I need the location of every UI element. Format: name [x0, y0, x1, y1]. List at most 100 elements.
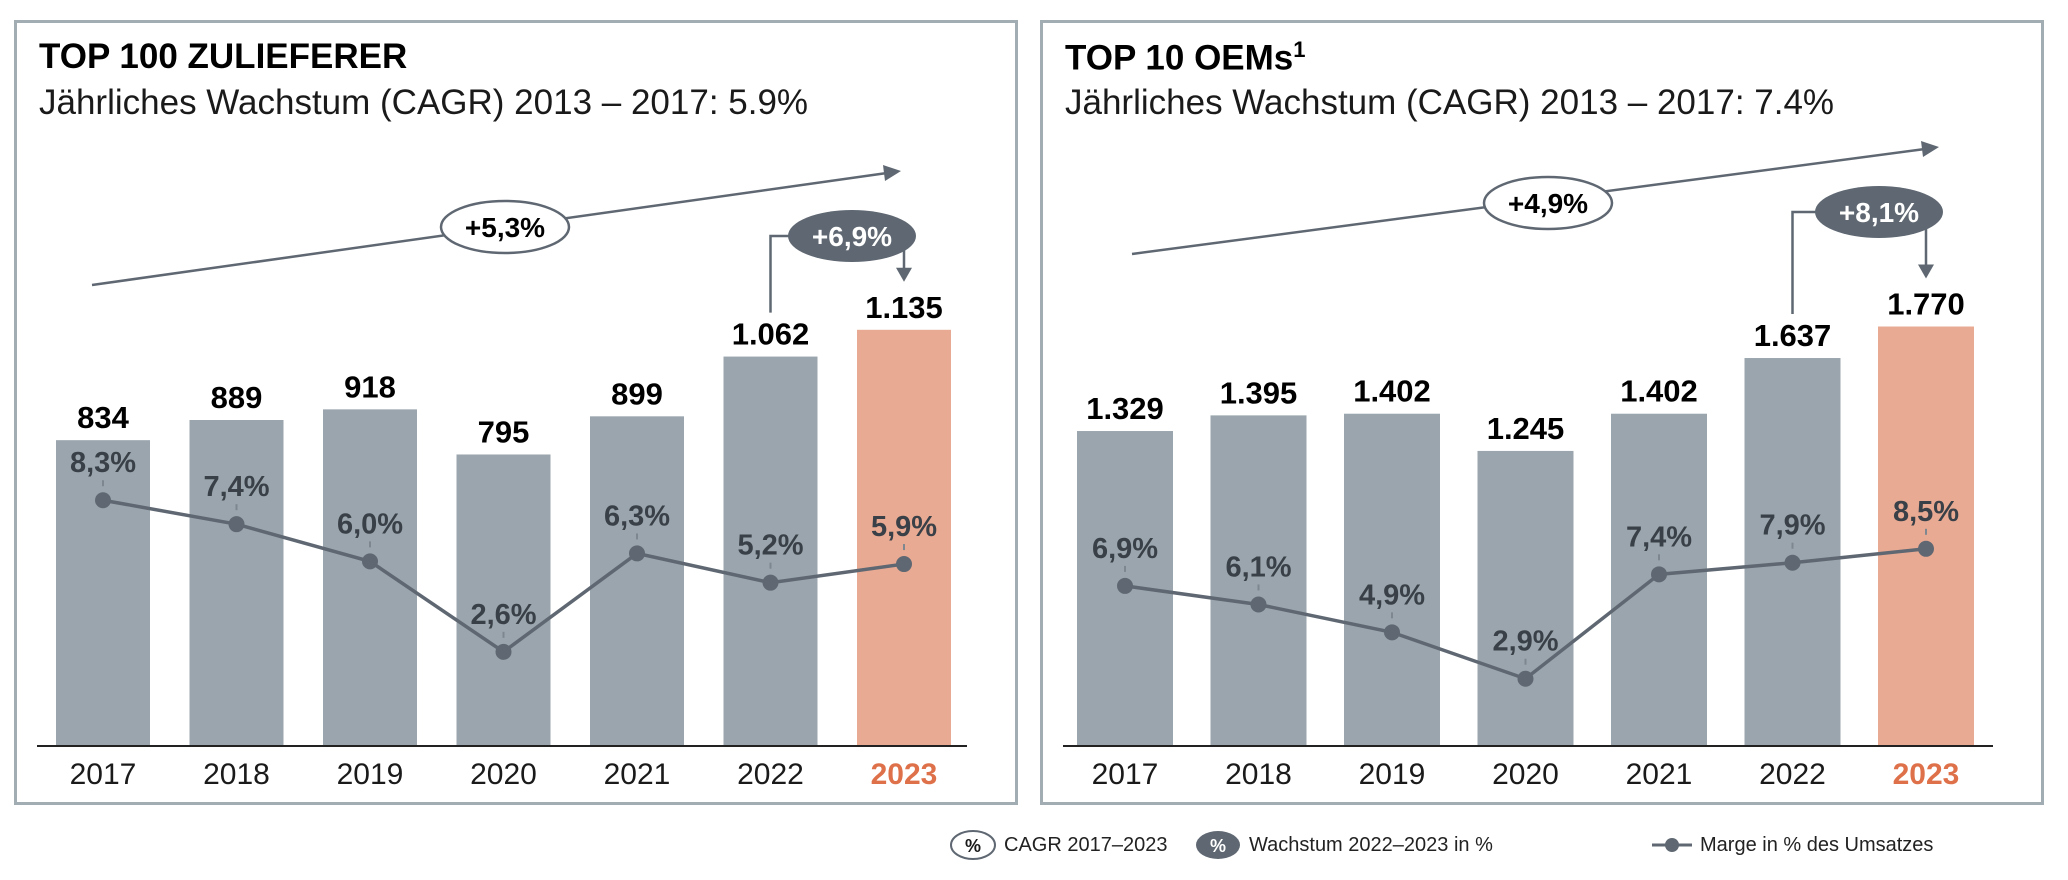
- margin-point: [629, 545, 645, 562]
- growth-label: +6,9%: [812, 221, 892, 252]
- margin-point: [495, 643, 512, 660]
- margin-label: 6,9%: [1092, 533, 1158, 565]
- margin-label: 5,2%: [737, 530, 803, 562]
- cagr-ellipse: [439, 199, 571, 255]
- x-tick-label: 2022: [737, 758, 804, 791]
- margin-point: [1384, 624, 1400, 641]
- panel-subtitle: Jährliches Wachstum (CAGR) 2013 – 2017: …: [39, 83, 809, 122]
- margin-point: [1517, 670, 1534, 687]
- growth-label: +8,1%: [1839, 197, 1919, 228]
- chart-zulieferer: 834 2017 889 2018 918 2019 795 2020 899 2021 1.062…: [37, 165, 967, 791]
- margin-label: 4,9%: [1359, 579, 1425, 611]
- legend: % CAGR 2017–2023 % Wachstum 2022–2023 in…: [0, 828, 2068, 868]
- legend-growth-label: Wachstum 2022–2023 in %: [1249, 833, 1493, 856]
- bar-2020: [456, 454, 551, 746]
- bar-value-label: 1.770: [1887, 287, 1965, 322]
- legend-growth-symbol: %: [1210, 836, 1226, 856]
- legend-cagr-symbol: %: [965, 836, 981, 856]
- x-tick-label: 2017: [1092, 758, 1159, 791]
- bar-value-label: 889: [211, 380, 263, 415]
- panel-top-100-zulieferer: TOP 100 ZULIEFERER Jährliches Wachstum (…: [14, 20, 1018, 805]
- margin-point: [1651, 566, 1667, 583]
- bar-2021: [590, 416, 684, 746]
- legend-growth: % Wachstum 2022–2023 in %: [1193, 828, 1493, 862]
- margin-label: 7,4%: [1626, 521, 1692, 553]
- x-tick-label: 2022: [1759, 758, 1826, 791]
- bar-2018: [189, 420, 284, 746]
- legend-cagr-label: CAGR 2017–2023: [1004, 833, 1168, 856]
- bar-value-label: 918: [344, 369, 396, 404]
- x-tick-label: 2023: [1893, 758, 1960, 791]
- bar-2022: [1744, 358, 1841, 746]
- margin-label: 2,9%: [1492, 626, 1558, 658]
- margin-point: [1117, 577, 1133, 594]
- growth-arrow-head: [896, 267, 912, 282]
- x-tick-label: 2019: [1359, 758, 1426, 791]
- x-tick-label: 2023: [871, 758, 938, 791]
- x-tick-label: 2021: [604, 758, 671, 791]
- cagr-arrow-head: [883, 165, 901, 181]
- bar-2023: [857, 329, 951, 746]
- cagr-ellipse-icon: %: [950, 830, 996, 860]
- bar-value-label: 899: [611, 376, 663, 411]
- bar-2020: [1477, 450, 1574, 746]
- cagr-ellipse: [1482, 175, 1614, 231]
- margin-point: [1784, 554, 1801, 571]
- margin-point: [228, 516, 245, 533]
- bar-value-label: 1.402: [1620, 374, 1698, 409]
- bar-2019: [1344, 413, 1440, 746]
- legend-margin-label: Marge in % des Umsatzes: [1700, 833, 1934, 856]
- margin-label: 5,9%: [871, 511, 937, 543]
- panel-subtitle: Jährliches Wachstum (CAGR) 2013 – 2017: …: [1065, 83, 1835, 122]
- x-tick-label: 2020: [470, 758, 537, 791]
- margin-label: 2,6%: [470, 599, 536, 631]
- margin-label: 6,0%: [337, 508, 403, 540]
- cagr-arrow-head: [1921, 141, 1939, 157]
- margin-label: 7,4%: [203, 471, 269, 503]
- legend-margin: Marge in % des Umsatzes: [1650, 828, 1933, 862]
- line-marker-icon: [1652, 838, 1692, 852]
- x-tick-label: 2018: [203, 758, 270, 791]
- margin-point: [1918, 540, 1934, 557]
- growth-arrow-head: [1918, 264, 1934, 279]
- bar-value-label: 1.062: [732, 317, 810, 352]
- legend-cagr: % CAGR 2017–2023: [948, 828, 1167, 862]
- footnote-mark: 1: [1293, 37, 1306, 62]
- bar-value-label: 795: [478, 414, 530, 449]
- bar-2019: [323, 409, 417, 746]
- cagr-label: +5,3%: [465, 212, 545, 243]
- bar-2018: [1210, 415, 1307, 746]
- growth-ellipse: [1815, 186, 1943, 238]
- bar-value-label: 834: [77, 400, 129, 435]
- margin-point: [762, 574, 779, 591]
- x-tick-label: 2020: [1492, 758, 1559, 791]
- bar-value-label: 1.402: [1353, 374, 1431, 409]
- margin-point: [95, 492, 111, 509]
- x-tick-label: 2018: [1225, 758, 1292, 791]
- x-tick-label: 2019: [337, 758, 404, 791]
- margin-point: [362, 553, 378, 570]
- x-tick-label: 2017: [70, 758, 137, 791]
- growth-ellipse-icon: %: [1196, 831, 1240, 859]
- margin-label: 8,5%: [1893, 496, 1959, 528]
- bar-2022: [723, 356, 818, 746]
- bar-value-label: 1.637: [1754, 318, 1832, 353]
- bar-value-label: 1.395: [1220, 375, 1298, 410]
- chart-oems: 1.329 2017 1.395 2018 1.402 2019 1.245 2020 1.40…: [1063, 141, 1993, 791]
- panel-title: TOP 100 ZULIEFERER: [39, 37, 408, 76]
- margin-label: 6,3%: [604, 500, 670, 532]
- panel-title: TOP 10 OEMs1: [1065, 37, 1306, 78]
- margin-point: [896, 556, 912, 573]
- panel-top-10-oems: TOP 10 OEMs1 Jährliches Wachstum (CAGR) …: [1040, 20, 2044, 805]
- margin-label: 7,9%: [1759, 510, 1825, 542]
- margin-point: [1250, 596, 1267, 613]
- margin-label: 8,3%: [70, 447, 136, 479]
- x-tick-label: 2021: [1626, 758, 1693, 791]
- margin-label: 6,1%: [1225, 551, 1291, 583]
- bar-value-label: 1.329: [1086, 391, 1164, 426]
- bar-value-label: 1.135: [865, 290, 943, 325]
- bar-2017: [56, 440, 150, 746]
- cagr-label: +4,9%: [1508, 188, 1588, 219]
- growth-ellipse: [788, 210, 916, 262]
